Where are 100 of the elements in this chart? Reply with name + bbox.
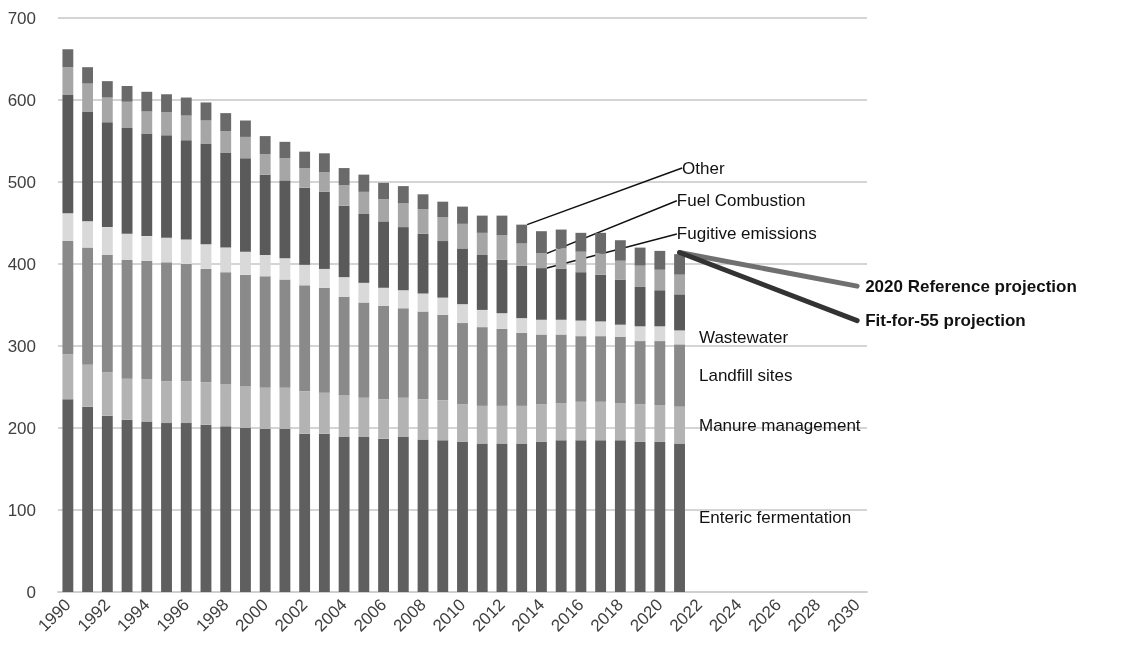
bar <box>240 274 251 387</box>
bar <box>161 135 172 238</box>
bar <box>200 143 212 245</box>
bar <box>536 268 547 320</box>
bar <box>654 269 666 291</box>
bar <box>417 399 429 440</box>
bar <box>121 86 133 102</box>
bar <box>634 404 646 442</box>
bar <box>338 277 350 297</box>
bar <box>240 386 251 428</box>
bar <box>575 336 587 402</box>
bar <box>62 95 74 214</box>
bar <box>200 424 212 592</box>
bar <box>654 250 666 270</box>
bar <box>614 279 626 325</box>
bar <box>437 217 449 242</box>
bar <box>318 268 330 288</box>
bar <box>299 285 311 392</box>
series-label: Wastewater <box>698 327 789 347</box>
bar <box>417 209 429 234</box>
bar <box>476 232 488 255</box>
bar <box>338 168 350 186</box>
bar <box>437 201 449 218</box>
bar <box>358 302 370 398</box>
bar <box>516 265 528 319</box>
bar <box>575 251 587 273</box>
bar <box>101 97 113 123</box>
bar <box>614 440 626 592</box>
bar <box>457 304 468 324</box>
bar <box>595 232 607 254</box>
bar <box>397 186 409 204</box>
bar <box>220 384 232 427</box>
bar <box>614 240 626 261</box>
bar <box>595 321 607 337</box>
bar <box>555 403 567 441</box>
bar <box>536 441 547 592</box>
bar <box>82 221 94 248</box>
bar <box>220 131 232 153</box>
bar <box>62 354 74 400</box>
bar <box>279 387 291 429</box>
bar <box>397 203 409 228</box>
bar <box>180 140 192 240</box>
bar <box>378 399 389 439</box>
bar <box>575 272 587 321</box>
bar <box>299 264 311 286</box>
bar <box>161 262 172 382</box>
bar <box>299 168 311 188</box>
bar <box>378 199 389 222</box>
bar <box>358 397 370 438</box>
bar <box>536 231 547 254</box>
bar <box>82 406 94 592</box>
bar <box>654 290 666 327</box>
bar <box>259 276 271 388</box>
bar <box>161 237 172 263</box>
bar <box>180 381 192 424</box>
bar <box>318 433 330 592</box>
bar <box>634 441 646 592</box>
bar <box>378 287 389 306</box>
bar <box>121 378 133 420</box>
bar <box>516 224 528 244</box>
y-tick-label: 100 <box>7 500 36 520</box>
bar <box>318 153 330 173</box>
bar <box>674 294 685 331</box>
bar <box>299 151 311 169</box>
bar <box>437 314 449 401</box>
bar <box>654 341 666 406</box>
bar <box>338 205 350 278</box>
bar <box>397 437 409 592</box>
bar <box>259 387 271 429</box>
bar <box>259 428 271 592</box>
bar <box>101 415 113 592</box>
bar <box>62 67 74 96</box>
bar <box>634 286 646 327</box>
bar <box>180 97 192 116</box>
bar <box>614 260 626 280</box>
bar <box>674 443 685 592</box>
bar <box>101 372 113 416</box>
bar <box>82 111 94 222</box>
bar <box>516 318 528 333</box>
bar <box>299 391 311 434</box>
bar <box>378 438 389 592</box>
bar <box>180 264 192 382</box>
bar <box>674 254 685 275</box>
bar <box>259 174 271 255</box>
bar <box>141 133 153 237</box>
bar <box>654 326 666 342</box>
bar <box>318 287 330 393</box>
bar <box>476 443 488 592</box>
bar <box>358 174 370 192</box>
bar <box>200 102 212 121</box>
y-tick-label: 200 <box>7 418 36 438</box>
bar <box>536 334 547 405</box>
bar <box>240 158 251 252</box>
bar <box>476 215 488 233</box>
bar <box>457 248 468 305</box>
bar <box>378 221 389 288</box>
bar <box>338 296 350 396</box>
bar <box>101 122 113 228</box>
bar <box>575 232 587 252</box>
bar <box>634 341 646 405</box>
